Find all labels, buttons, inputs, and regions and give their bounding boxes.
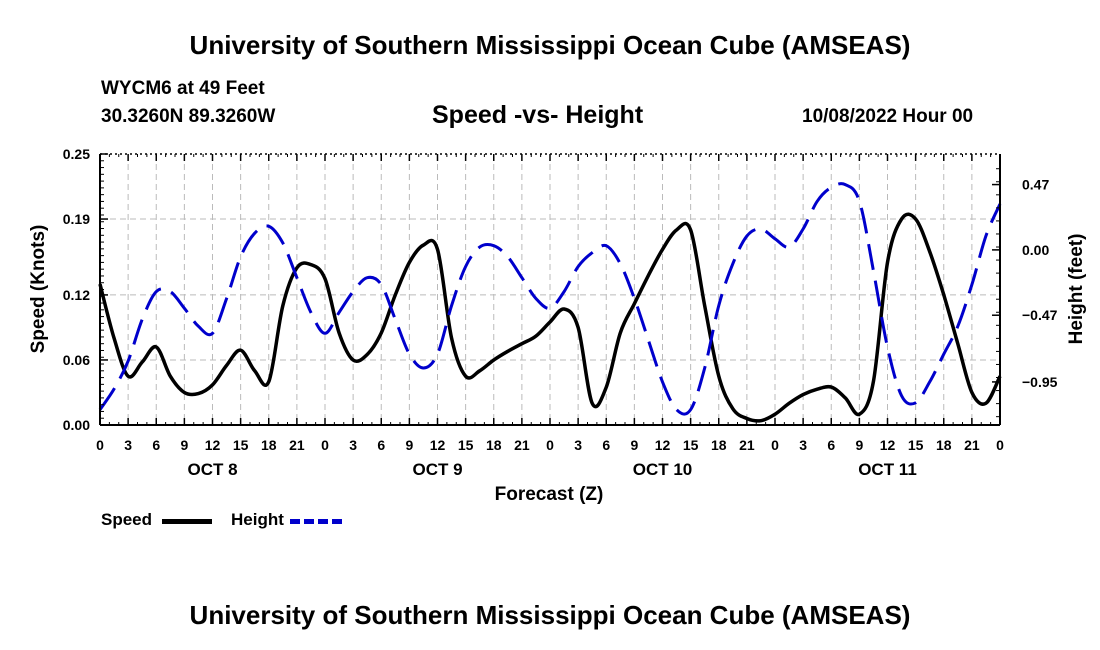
y-tick-label-left: 0.25 [63,146,90,162]
x-tick-label: 0 [546,437,554,453]
x-tick-label: 15 [458,437,474,453]
x-tick-label: 6 [377,437,385,453]
x-tick-label: 0 [96,437,104,453]
x-tick-label: 21 [739,437,755,453]
x-tick-label: 12 [430,437,446,453]
x-tick-label: 15 [683,437,699,453]
footer-title: University of Southern Mississippi Ocean… [189,600,911,630]
y-tick-label-right: 0.00 [1022,242,1049,258]
grid-lines [100,154,1000,425]
y-tick-label-right: −0.47 [1022,307,1058,323]
legend-height-swatch [290,519,342,524]
axes: 0 3 6 9 12 15 18 21 0 3 6 9 12 15 18 21 0 3 6 9 12 15 18 21 0 3 6 9… [63,146,1058,479]
x-tick-label: 0 [996,437,1004,453]
series-lines [98,182,1002,423]
x-tick-label: 18 [261,437,277,453]
x-tick-label: 12 [655,437,671,453]
x-tick-label: 18 [936,437,952,453]
speed-series-line [98,212,1002,423]
x-tick-label: 18 [711,437,727,453]
forecast-date: 10/08/2022 Hour 00 [802,106,974,127]
station-label: WYCM6 at 49 Feet [101,78,265,99]
x-tick-label: 9 [630,437,638,453]
x-tick-label: 21 [964,437,980,453]
x-tick-label: 9 [180,437,188,453]
y-tick-label-left: 0.19 [63,211,90,227]
x-tick-label: 3 [799,437,807,453]
y-axis-label-left: Speed (Knots) [28,225,49,354]
y-tick-label-right: −0.95 [1022,374,1058,390]
y-tick-label-left: 0.06 [63,352,90,368]
day-label: OCT 8 [187,460,237,479]
x-tick-label: 3 [349,437,357,453]
chart-title: Speed -vs- Height [432,101,644,129]
x-tick-label: 18 [486,437,502,453]
height-series-line [98,182,1002,416]
legend-speed-label: Speed [101,510,153,529]
x-tick-label: 6 [827,437,835,453]
x-tick-label: 15 [233,437,249,453]
x-tick-label: 0 [771,437,779,453]
x-tick-label: 9 [405,437,413,453]
x-tick-label: 6 [602,437,610,453]
day-label: OCT 9 [412,460,462,479]
legend-height-label: Height [231,510,284,529]
day-label: OCT 10 [633,460,693,479]
station-coords: 30.3260N 89.3260W [101,106,276,127]
x-tick-label: 21 [514,437,530,453]
x-tick-label: 6 [152,437,160,453]
y-tick-label-left: 0.12 [63,287,90,303]
x-tick-label: 12 [205,437,221,453]
y-axis-label-right: Height (feet) [1066,234,1087,345]
x-tick-label: 3 [124,437,132,453]
y-tick-label-left: 0.00 [63,417,90,433]
x-tick-label: 15 [908,437,924,453]
x-axis-label: Forecast (Z) [495,484,604,505]
page-title: University of Southern Mississippi Ocean… [189,30,911,60]
x-tick-label: 21 [289,437,305,453]
y-tick-label-right: 0.47 [1022,177,1049,193]
x-tick-label: 0 [321,437,329,453]
x-tick-label: 12 [880,437,896,453]
x-tick-label: 9 [855,437,863,453]
legend-speed-swatch [162,519,212,524]
x-tick-label: 3 [574,437,582,453]
day-label: OCT 11 [858,460,917,479]
